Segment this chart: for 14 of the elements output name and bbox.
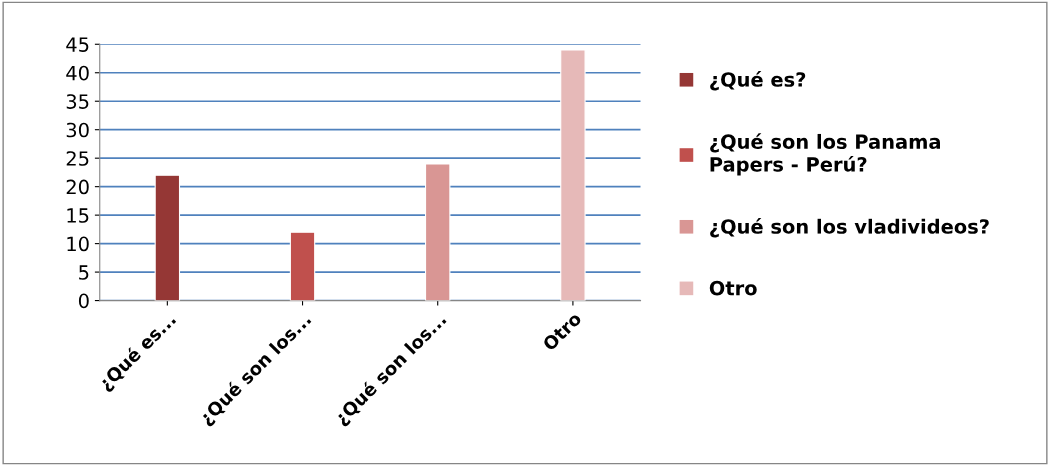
y-tick-label: 20 (66, 179, 89, 195)
y-tick-label: 5 (79, 265, 89, 280)
legend-label: Otro (709, 280, 757, 296)
y-tick-label: 10 (67, 236, 89, 252)
legend-label: ¿Qué son los vladivideos? (710, 218, 989, 238)
y-tick-label: 30 (66, 122, 89, 138)
legend-label: ¿Qué es? (710, 71, 806, 91)
legend-label: ¿Qué son los Panama Papers - Perú? (710, 133, 940, 176)
y-tick-label: 40 (66, 65, 89, 81)
y-tick-label: 0 (78, 293, 89, 309)
y-tick-label: 15 (67, 208, 89, 223)
y-tick-label: 25 (66, 151, 89, 166)
y-tick-label: 45 (66, 37, 89, 52)
y-tick-label: 35 (66, 94, 89, 109)
